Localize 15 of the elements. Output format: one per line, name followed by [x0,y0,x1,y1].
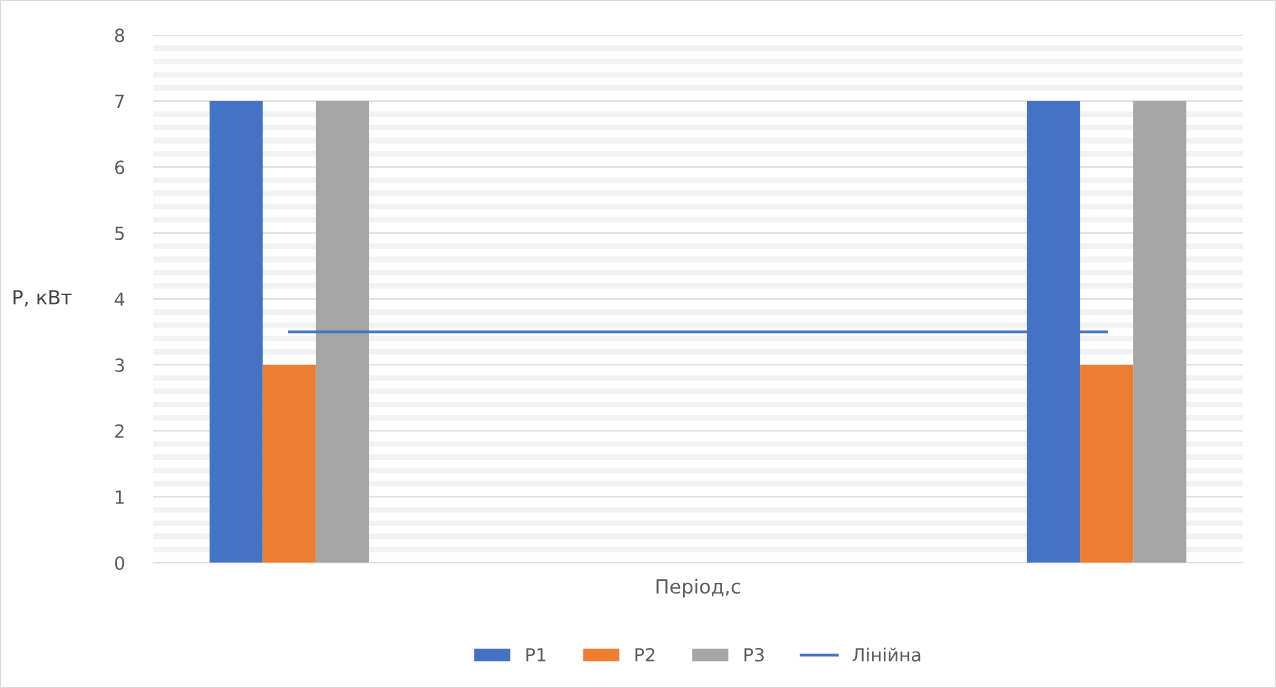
y-tick-label: 6 [115,160,125,175]
legend-label: Лінійна [852,647,921,662]
y-tick-label: 1 [115,490,124,504]
x-axis-title: Період,с [656,578,741,598]
legend-label: P1 [526,648,546,662]
y-tick-label: 5 [115,226,124,241]
legend-label: P2 [635,647,655,662]
y-tick-label: 8 [115,28,125,43]
y-axis-title: P, кВт [13,290,72,307]
y-tick-label: 2 [115,424,124,438]
y-tick-label: 3 [115,358,124,373]
y-tick-label: 7 [115,94,124,108]
y-tick-label: 0 [115,556,125,570]
legend-label: P3 [744,647,764,662]
y-tick-label: 4 [114,292,125,306]
